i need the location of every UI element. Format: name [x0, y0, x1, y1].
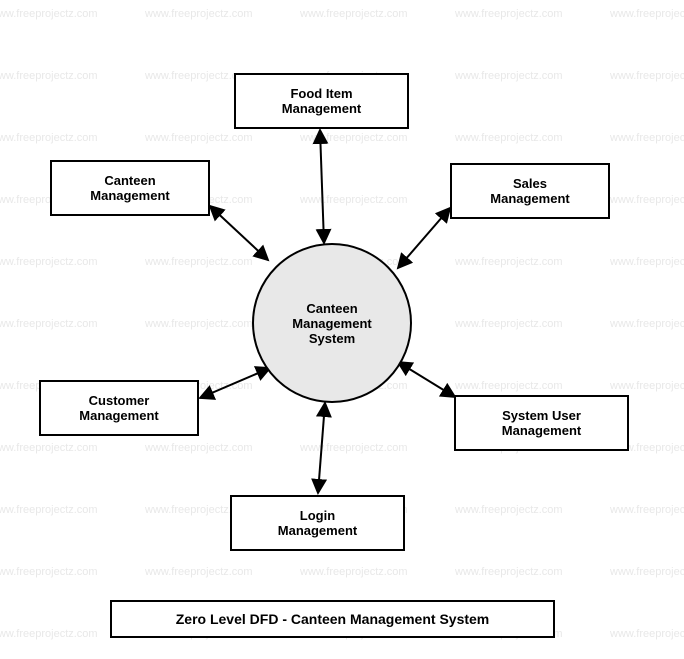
entity-label: Food Item Management	[282, 86, 361, 116]
diagram-title-box: Zero Level DFD - Canteen Management Syst…	[110, 600, 555, 638]
edge-food-item	[320, 130, 324, 243]
dfd-diagram: www.freeprojectz.comwww.freeprojectz.com…	[0, 0, 684, 659]
entity-sales: Sales Management	[450, 163, 610, 219]
diagram-title: Zero Level DFD - Canteen Management Syst…	[176, 611, 490, 627]
edge-customer	[200, 368, 270, 398]
entity-login: Login Management	[230, 495, 405, 551]
entity-canteen: Canteen Management	[50, 160, 210, 216]
edge-system-user	[398, 362, 455, 397]
edge-sales	[398, 208, 450, 268]
entity-label: Login Management	[278, 508, 357, 538]
process-label: Canteen Management System	[292, 301, 371, 346]
entity-label: Canteen Management	[90, 173, 169, 203]
entity-food-item: Food Item Management	[234, 73, 409, 129]
process-canteen-system: Canteen Management System	[252, 243, 412, 403]
entity-label: Customer Management	[79, 393, 158, 423]
entity-label: System User Management	[502, 408, 581, 438]
entity-system-user: System User Management	[454, 395, 629, 451]
entity-customer: Customer Management	[39, 380, 199, 436]
edge-canteen	[210, 206, 268, 260]
entity-label: Sales Management	[490, 176, 569, 206]
edge-login	[318, 403, 325, 493]
